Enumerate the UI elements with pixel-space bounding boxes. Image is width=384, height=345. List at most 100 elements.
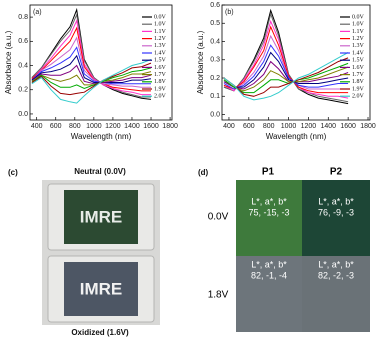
panel-label: (d)	[198, 168, 209, 177]
spectrum-line	[223, 34, 349, 90]
spectrum-line	[31, 62, 152, 96]
panel-label: (c)	[8, 168, 18, 177]
legend-label: 1.2V	[154, 36, 167, 42]
y-tick-label: 0.8	[18, 14, 28, 21]
legend-label: 1.5V	[352, 58, 365, 64]
device-text: IMRE	[80, 279, 123, 298]
x-tick-label: 1000	[86, 123, 102, 130]
cell-header: L*, a*, b*	[251, 196, 287, 206]
x-tick-label: 400	[31, 123, 43, 130]
x-tick-label: 1600	[143, 123, 159, 130]
spectrum-line	[223, 57, 349, 97]
spectrum-line	[31, 54, 152, 83]
column-header: P1	[262, 167, 275, 178]
panel-label: (b)	[225, 9, 234, 16]
spectrum-line	[31, 46, 151, 85]
spectrum-line	[31, 59, 152, 104]
legend-label: 1.8V	[352, 79, 365, 85]
y-tick-label: 0.2	[18, 87, 28, 94]
spectrum-line	[223, 51, 349, 88]
legend-label: 1.6V	[154, 65, 167, 71]
plot-frame	[29, 4, 173, 121]
spectrum-line	[31, 64, 152, 85]
legend-label: 0.0V	[154, 14, 167, 20]
spectrum-line	[223, 25, 349, 94]
legend-label: 1.4V	[352, 50, 365, 56]
device-film	[64, 262, 138, 316]
legend-label: 1.0V	[154, 22, 167, 28]
x-tick-label: 800	[263, 123, 275, 130]
spectrum-line	[31, 12, 151, 98]
legend-label: 0.0V	[352, 14, 365, 20]
caption: Oxidized (1.6V)	[71, 328, 129, 337]
legend-label: 1.3V	[352, 43, 365, 49]
cell-header: L*, a*, b*	[318, 259, 354, 269]
plot-frame	[221, 4, 371, 121]
x-tick-label: 1800	[360, 123, 376, 130]
cell-values: 75, -15, -3	[248, 207, 289, 217]
legend-label: 1.1V	[154, 29, 167, 35]
y-tick-label: 0.0	[210, 111, 220, 118]
x-axis-label: Wavelength (nm)	[71, 132, 132, 141]
spectrum-line	[31, 36, 151, 88]
device-text: IMRE	[80, 207, 123, 226]
legend-label: 2.0V	[352, 94, 365, 100]
spectrum-line	[31, 67, 152, 90]
spectrum-line	[223, 8, 349, 105]
spectrum-line	[223, 44, 349, 90]
x-tick-label: 1400	[124, 123, 140, 130]
cell-values: 76, -9, -3	[318, 207, 354, 217]
color-cell	[236, 180, 302, 256]
color-cell	[236, 256, 302, 332]
spectrum-line	[31, 26, 151, 92]
y-tick-label: 0.1	[210, 93, 220, 100]
legend-label: 1.3V	[154, 43, 167, 49]
x-tick-label: 1800	[162, 123, 178, 130]
spectrum-line	[223, 19, 349, 99]
x-tick-label: 600	[243, 123, 255, 130]
spectrum-line	[223, 60, 349, 90]
spectrum-line	[223, 62, 349, 94]
column-header: P2	[330, 167, 343, 178]
legend-label: 1.9V	[352, 86, 365, 92]
y-tick-label: 0.4	[210, 38, 220, 45]
spectrum-line	[223, 12, 349, 103]
legend-label: 1.9V	[154, 86, 167, 92]
x-tick-label: 1200	[301, 123, 317, 130]
x-tick-label: 1400	[320, 123, 336, 130]
cell-header: L*, a*, b*	[251, 259, 287, 269]
x-tick-label: 1200	[105, 123, 121, 130]
spectrum-line	[31, 19, 151, 96]
legend-label: 1.5V	[154, 58, 167, 64]
x-tick-label: 1000	[281, 123, 297, 130]
y-axis-label: Absorbance (a.u.)	[196, 30, 205, 94]
device-film	[64, 190, 138, 244]
legend-label: 1.4V	[154, 50, 167, 56]
cell-values: 82, -1, -4	[251, 270, 287, 280]
legend-label: 1.7V	[154, 72, 167, 78]
y-tick-label: 0.3	[210, 57, 220, 64]
y-tick-label: 0.2	[210, 75, 220, 82]
x-tick-label: 1600	[340, 123, 356, 130]
y-tick-label: 0.0	[18, 111, 28, 118]
y-axis-label: Absorbance (a.u.)	[4, 30, 13, 94]
legend-label: 1.7V	[352, 72, 365, 78]
legend-label: 1.0V	[352, 22, 365, 28]
spectrum-line	[223, 66, 349, 92]
cell-header: L*, a*, b*	[318, 196, 354, 206]
legend-label: 1.1V	[352, 29, 365, 35]
spectrum-line	[31, 71, 152, 86]
row-label: 1.8V	[208, 290, 229, 301]
legend-label: 1.6V	[352, 65, 365, 71]
y-tick-label: 0.6	[210, 2, 220, 9]
caption: Neutral (0.0V)	[74, 167, 126, 176]
cell-values: 82, -2, -3	[318, 270, 354, 280]
x-tick-label: 400	[223, 123, 235, 130]
x-axis-label: Wavelength (nm)	[266, 132, 327, 141]
row-label: 0.0V	[208, 212, 229, 223]
legend-label: 1.8V	[154, 79, 167, 85]
legend-label: 1.2V	[352, 36, 365, 42]
panel-label: (a)	[33, 9, 42, 16]
y-tick-label: 0.6	[18, 38, 28, 45]
